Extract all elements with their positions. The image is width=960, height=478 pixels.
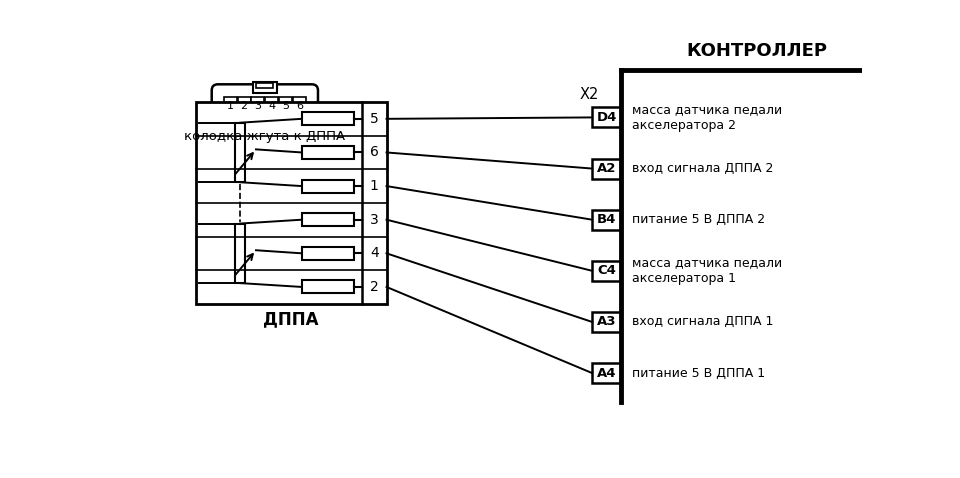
Text: 1: 1 <box>227 101 233 111</box>
Bar <box>592 159 621 179</box>
Bar <box>592 108 621 128</box>
Text: колодка жгута к ДППА: колодка жгута к ДППА <box>184 130 346 143</box>
Text: A3: A3 <box>597 315 616 328</box>
Text: масса датчика педали
акселератора 1: масса датчика педали акселератора 1 <box>632 256 782 285</box>
Text: питание 5 В ДППА 2: питание 5 В ДППА 2 <box>632 213 765 226</box>
Bar <box>301 146 354 159</box>
Text: X2: X2 <box>579 87 599 102</box>
Text: 2: 2 <box>370 280 378 294</box>
Text: 4: 4 <box>268 101 276 111</box>
Text: D4: D4 <box>596 111 617 124</box>
Bar <box>301 213 354 226</box>
Text: ДППА: ДППА <box>263 310 319 328</box>
Bar <box>237 98 251 114</box>
Bar <box>293 98 306 114</box>
Text: 3: 3 <box>254 101 261 111</box>
Text: 5: 5 <box>282 101 289 111</box>
Bar <box>301 112 354 125</box>
Bar <box>279 98 292 114</box>
Bar <box>301 247 354 260</box>
Text: 3: 3 <box>370 213 378 227</box>
Text: вход сигнала ДППА 2: вход сигнала ДППА 2 <box>632 162 774 175</box>
FancyBboxPatch shape <box>212 84 318 128</box>
Text: вход сигнала ДППА 1: вход сигнала ДППА 1 <box>632 315 774 328</box>
Text: A2: A2 <box>597 162 616 175</box>
Text: 1: 1 <box>370 179 378 193</box>
Bar <box>592 261 621 281</box>
Bar <box>252 98 264 114</box>
Bar <box>196 102 387 304</box>
Bar <box>252 82 277 93</box>
Bar <box>592 312 621 332</box>
Text: КОНТРОЛЛЕР: КОНТРОЛЛЕР <box>686 43 828 60</box>
Text: A4: A4 <box>597 367 616 380</box>
Text: 6: 6 <box>296 101 303 111</box>
Bar <box>224 98 237 114</box>
Text: 6: 6 <box>370 145 378 160</box>
Bar <box>301 180 354 193</box>
Text: B4: B4 <box>597 213 616 226</box>
Text: питание 5 В ДППА 1: питание 5 В ДППА 1 <box>632 367 765 380</box>
Text: 2: 2 <box>241 101 248 111</box>
Text: 5: 5 <box>370 112 378 126</box>
Bar <box>592 363 621 383</box>
Text: 4: 4 <box>370 246 378 261</box>
Text: C4: C4 <box>597 264 616 277</box>
Bar <box>235 224 245 283</box>
Bar <box>235 123 245 182</box>
Text: масса датчика педали
акселератора 2: масса датчика педали акселератора 2 <box>632 103 782 132</box>
Bar <box>301 281 354 293</box>
Bar <box>265 98 278 114</box>
Bar <box>256 83 274 88</box>
Bar <box>592 210 621 230</box>
